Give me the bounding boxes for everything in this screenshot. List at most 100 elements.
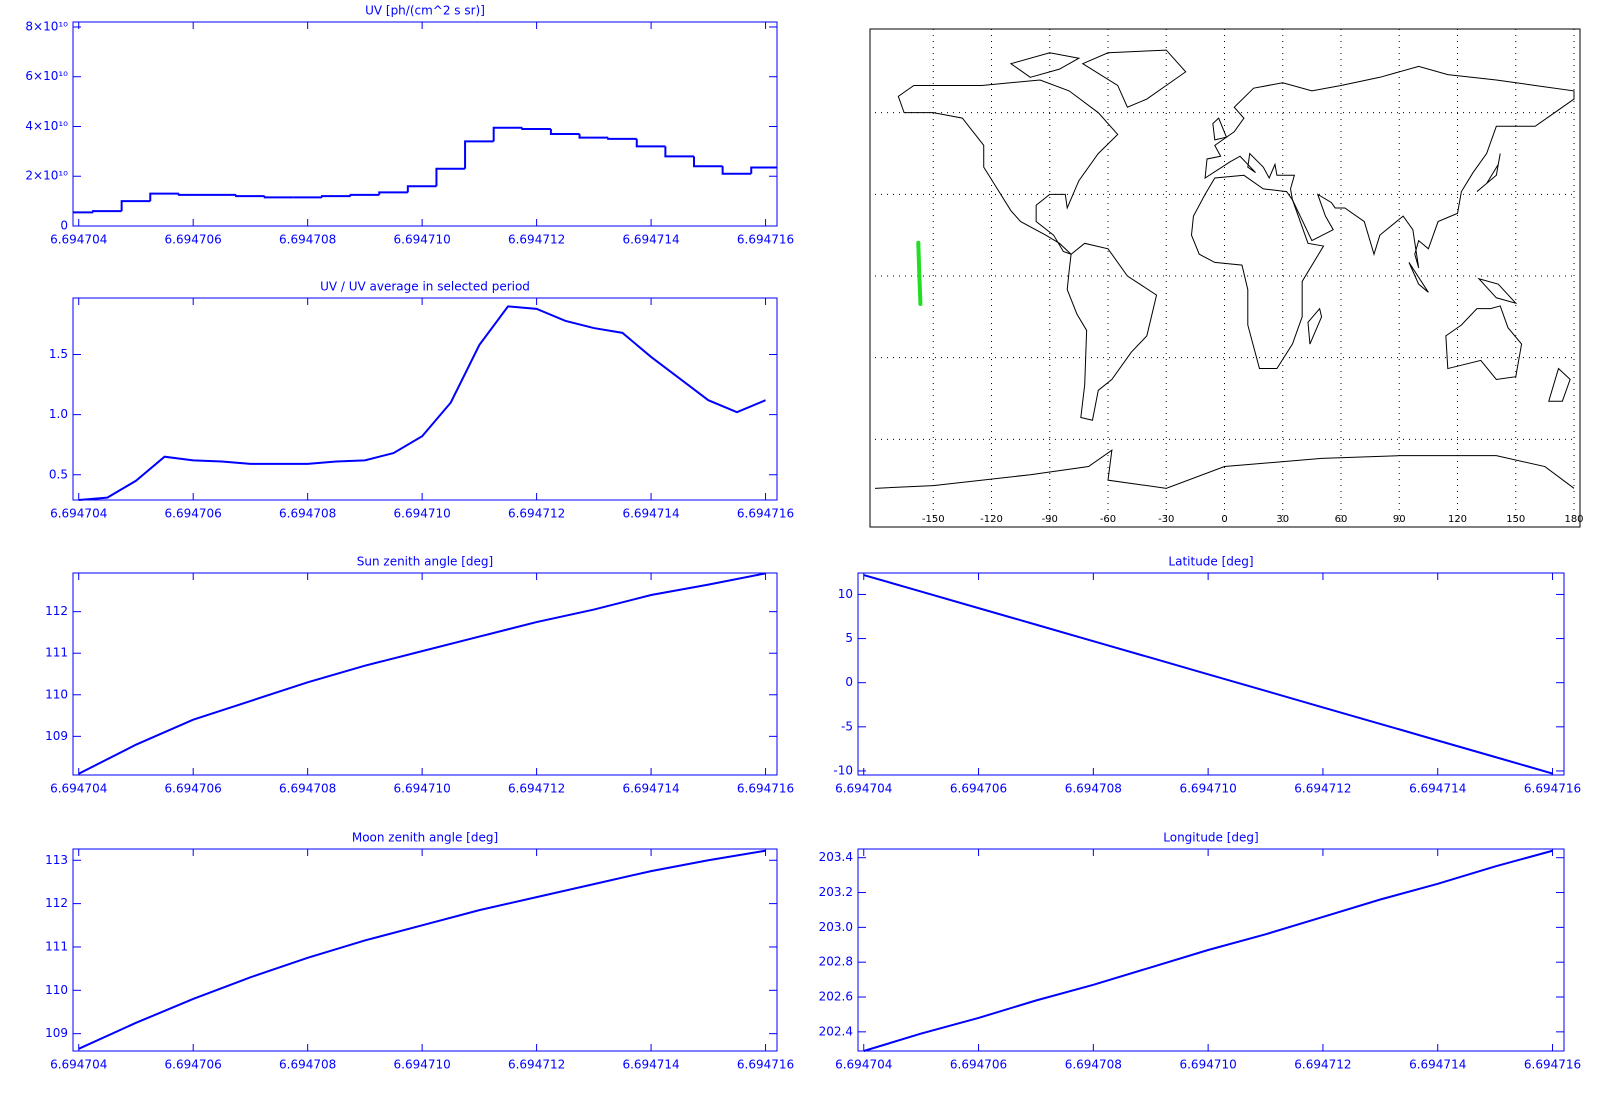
y-tick-label: -5 bbox=[841, 719, 853, 733]
plot-frame bbox=[72, 848, 778, 1052]
y-tick-label: 5 bbox=[845, 631, 853, 645]
y-tick-label: 0 bbox=[845, 675, 853, 689]
y-tick-label: 0.5 bbox=[49, 467, 68, 481]
x-tick-label: 6.694710 bbox=[394, 507, 451, 521]
longitude-label: 30 bbox=[1276, 514, 1289, 525]
y-tick-label: 203.2 bbox=[819, 885, 853, 899]
y-tick-label: 112 bbox=[45, 896, 68, 910]
y-tick-label: -10 bbox=[833, 763, 853, 777]
y-tick-label: 2×10¹⁰ bbox=[25, 169, 68, 183]
data-line bbox=[78, 572, 766, 775]
x-tick-label: 6.694704 bbox=[835, 782, 892, 796]
x-tick-label: 6.694710 bbox=[1179, 1058, 1236, 1072]
x-tick-label: 6.694712 bbox=[508, 1058, 565, 1072]
x-tick-label: 6.694716 bbox=[737, 1058, 794, 1072]
map-frame bbox=[869, 28, 1581, 528]
plot-frame bbox=[857, 848, 1565, 1052]
x-tick-label: 6.694704 bbox=[50, 507, 107, 521]
y-tick-label: 203.4 bbox=[819, 850, 853, 864]
chart-title: UV [ph/(cm^2 s sr)] bbox=[365, 4, 485, 18]
chart-title: Sun zenith angle [deg] bbox=[357, 555, 493, 569]
x-tick-label: 6.694706 bbox=[950, 782, 1007, 796]
uv-step bbox=[492, 126, 523, 142]
y-tick-label: 202.8 bbox=[819, 955, 853, 969]
chart-title: Moon zenith angle [deg] bbox=[352, 831, 498, 845]
uv-step bbox=[464, 140, 494, 169]
chart-title: Longitude [deg] bbox=[1163, 831, 1258, 845]
x-tick-label: 6.694708 bbox=[1065, 782, 1122, 796]
y-tick-label: 113 bbox=[45, 853, 68, 867]
longitude-label: 150 bbox=[1506, 514, 1525, 525]
longitude-label: 180 bbox=[1564, 514, 1583, 525]
plot-frame bbox=[72, 21, 778, 227]
uv-step bbox=[120, 200, 151, 212]
y-tick-label: 0 bbox=[60, 219, 68, 233]
x-tick-label: 6.694714 bbox=[1409, 782, 1466, 796]
uv-step bbox=[549, 128, 580, 135]
y-tick-label: 109 bbox=[45, 729, 68, 743]
y-tick-label: 10 bbox=[838, 587, 853, 601]
x-tick-label: 6.694716 bbox=[1524, 782, 1581, 796]
data-line bbox=[863, 574, 1553, 775]
x-tick-label: 6.694704 bbox=[50, 782, 107, 796]
x-tick-label: 6.694706 bbox=[165, 507, 222, 521]
y-tick-label: 110 bbox=[45, 983, 68, 997]
x-tick-label: 6.694708 bbox=[279, 233, 336, 247]
uv-step bbox=[92, 210, 122, 213]
x-tick-label: 6.694706 bbox=[165, 1058, 222, 1072]
uv-step bbox=[349, 193, 380, 197]
x-tick-label: 6.694714 bbox=[622, 1058, 679, 1072]
x-tick-label: 6.694710 bbox=[394, 1058, 451, 1072]
chart-title: UV / UV average in selected period bbox=[320, 280, 530, 294]
x-tick-label: 6.694716 bbox=[737, 507, 794, 521]
x-tick-label: 6.694708 bbox=[279, 507, 336, 521]
uv-step bbox=[521, 127, 551, 130]
uv-step bbox=[635, 138, 666, 148]
x-tick-label: 6.694712 bbox=[508, 507, 565, 521]
x-tick-label: 6.694708 bbox=[279, 1058, 336, 1072]
longitude-label: 90 bbox=[1393, 514, 1406, 525]
x-tick-label: 6.694712 bbox=[1294, 782, 1351, 796]
uv-step bbox=[320, 195, 351, 198]
uv-step bbox=[693, 156, 723, 168]
longitude-label: 120 bbox=[1448, 514, 1467, 525]
uv-step bbox=[263, 196, 294, 199]
x-tick-label: 6.694704 bbox=[50, 233, 107, 247]
x-tick-label: 6.694712 bbox=[508, 233, 565, 247]
y-tick-label: 203.0 bbox=[819, 920, 853, 934]
longitude-label: -30 bbox=[1158, 514, 1174, 525]
longitude-label: -120 bbox=[980, 514, 1003, 525]
plot-frame bbox=[72, 572, 778, 776]
uv-step bbox=[578, 133, 609, 139]
x-tick-label: 6.694710 bbox=[1179, 782, 1236, 796]
x-tick-label: 6.694710 bbox=[394, 782, 451, 796]
x-tick-label: 6.694708 bbox=[1065, 1058, 1122, 1072]
x-tick-label: 6.694712 bbox=[1294, 1058, 1351, 1072]
uv-step bbox=[149, 192, 179, 202]
y-tick-label: 202.6 bbox=[819, 990, 853, 1004]
x-tick-label: 6.694714 bbox=[622, 782, 679, 796]
uv-step bbox=[406, 185, 437, 193]
uv-step bbox=[177, 193, 208, 196]
x-tick-label: 6.694714 bbox=[622, 233, 679, 247]
longitude-label: 60 bbox=[1335, 514, 1348, 525]
uv-step bbox=[607, 137, 637, 140]
x-tick-label: 6.694704 bbox=[50, 1058, 107, 1072]
x-tick-label: 6.694712 bbox=[508, 782, 565, 796]
y-tick-label: 1.5 bbox=[49, 347, 68, 361]
longitude-label: -90 bbox=[1042, 514, 1058, 525]
longitude-label: -60 bbox=[1100, 514, 1116, 525]
x-tick-label: 6.694708 bbox=[279, 782, 336, 796]
longitude-label: 0 bbox=[1221, 514, 1227, 525]
uv-step bbox=[378, 191, 408, 195]
y-tick-label: 6×10¹⁰ bbox=[25, 69, 68, 83]
uv-step bbox=[235, 194, 265, 198]
x-tick-label: 6.694706 bbox=[165, 233, 222, 247]
coastlines bbox=[875, 50, 1574, 488]
plot-frame bbox=[72, 297, 778, 501]
uv-step bbox=[435, 167, 466, 187]
x-tick-label: 6.694716 bbox=[737, 233, 794, 247]
x-tick-label: 6.694704 bbox=[835, 1058, 892, 1072]
y-tick-label: 110 bbox=[45, 687, 68, 701]
